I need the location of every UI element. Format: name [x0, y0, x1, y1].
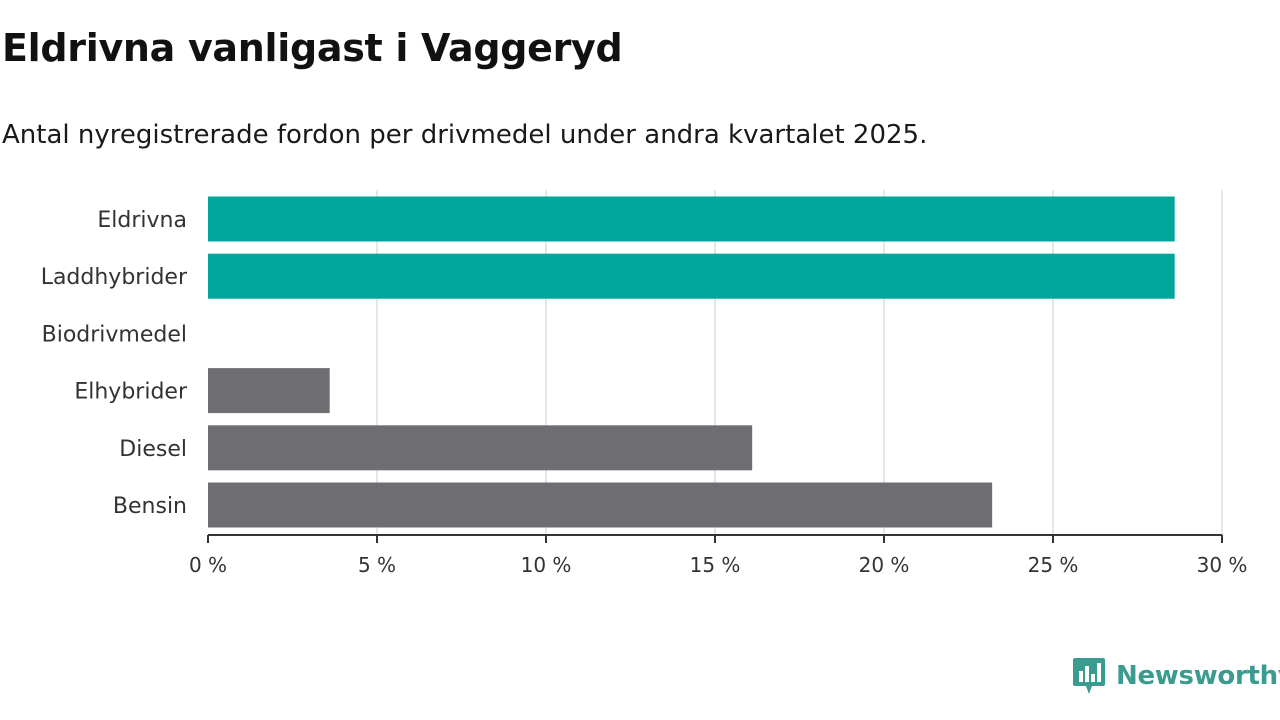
category-label: Laddhybrider	[41, 265, 188, 290]
bar-chart: Eldrivna Laddhybrider Biodrivmedel Elhybrid…	[41, 190, 1248, 577]
x-tick-label: 25 %	[1028, 553, 1079, 577]
bar	[208, 482, 993, 528]
x-tick-label: 10 %	[521, 553, 572, 577]
bar	[208, 196, 1175, 242]
bar	[208, 368, 330, 414]
x-tick-label: 15 %	[690, 553, 741, 577]
bar	[208, 253, 1175, 299]
category-label: Biodrivmedel	[42, 322, 187, 347]
category-label: Elhybrider	[74, 380, 188, 405]
x-tick-label: 0 %	[189, 553, 227, 577]
category-labels: Eldrivna Laddhybrider Biodrivmedel Elhybrid…	[41, 208, 188, 519]
x-tick-label: 30 %	[1197, 553, 1248, 577]
x-tick-label: 5 %	[358, 553, 396, 577]
bars	[208, 196, 1175, 528]
bar	[208, 425, 753, 471]
brand-logo: Newsworthy	[1072, 656, 1280, 696]
gridlines	[376, 190, 1223, 535]
newsworthy-logo-icon	[1073, 658, 1105, 694]
chart-title: Eldrivna vanligast i Vaggeryd	[2, 26, 623, 70]
brand-name: Newsworthy	[1116, 661, 1280, 691]
category-label: Bensin	[113, 494, 187, 519]
category-label: Eldrivna	[97, 208, 187, 233]
x-axis: 0 % 5 % 10 % 15 % 20 % 25 % 30 %	[189, 534, 1248, 577]
category-label: Diesel	[119, 437, 187, 462]
chart-subtitle: Antal nyregistrerade fordon per drivmede…	[2, 120, 928, 150]
x-tick-label: 20 %	[859, 553, 910, 577]
